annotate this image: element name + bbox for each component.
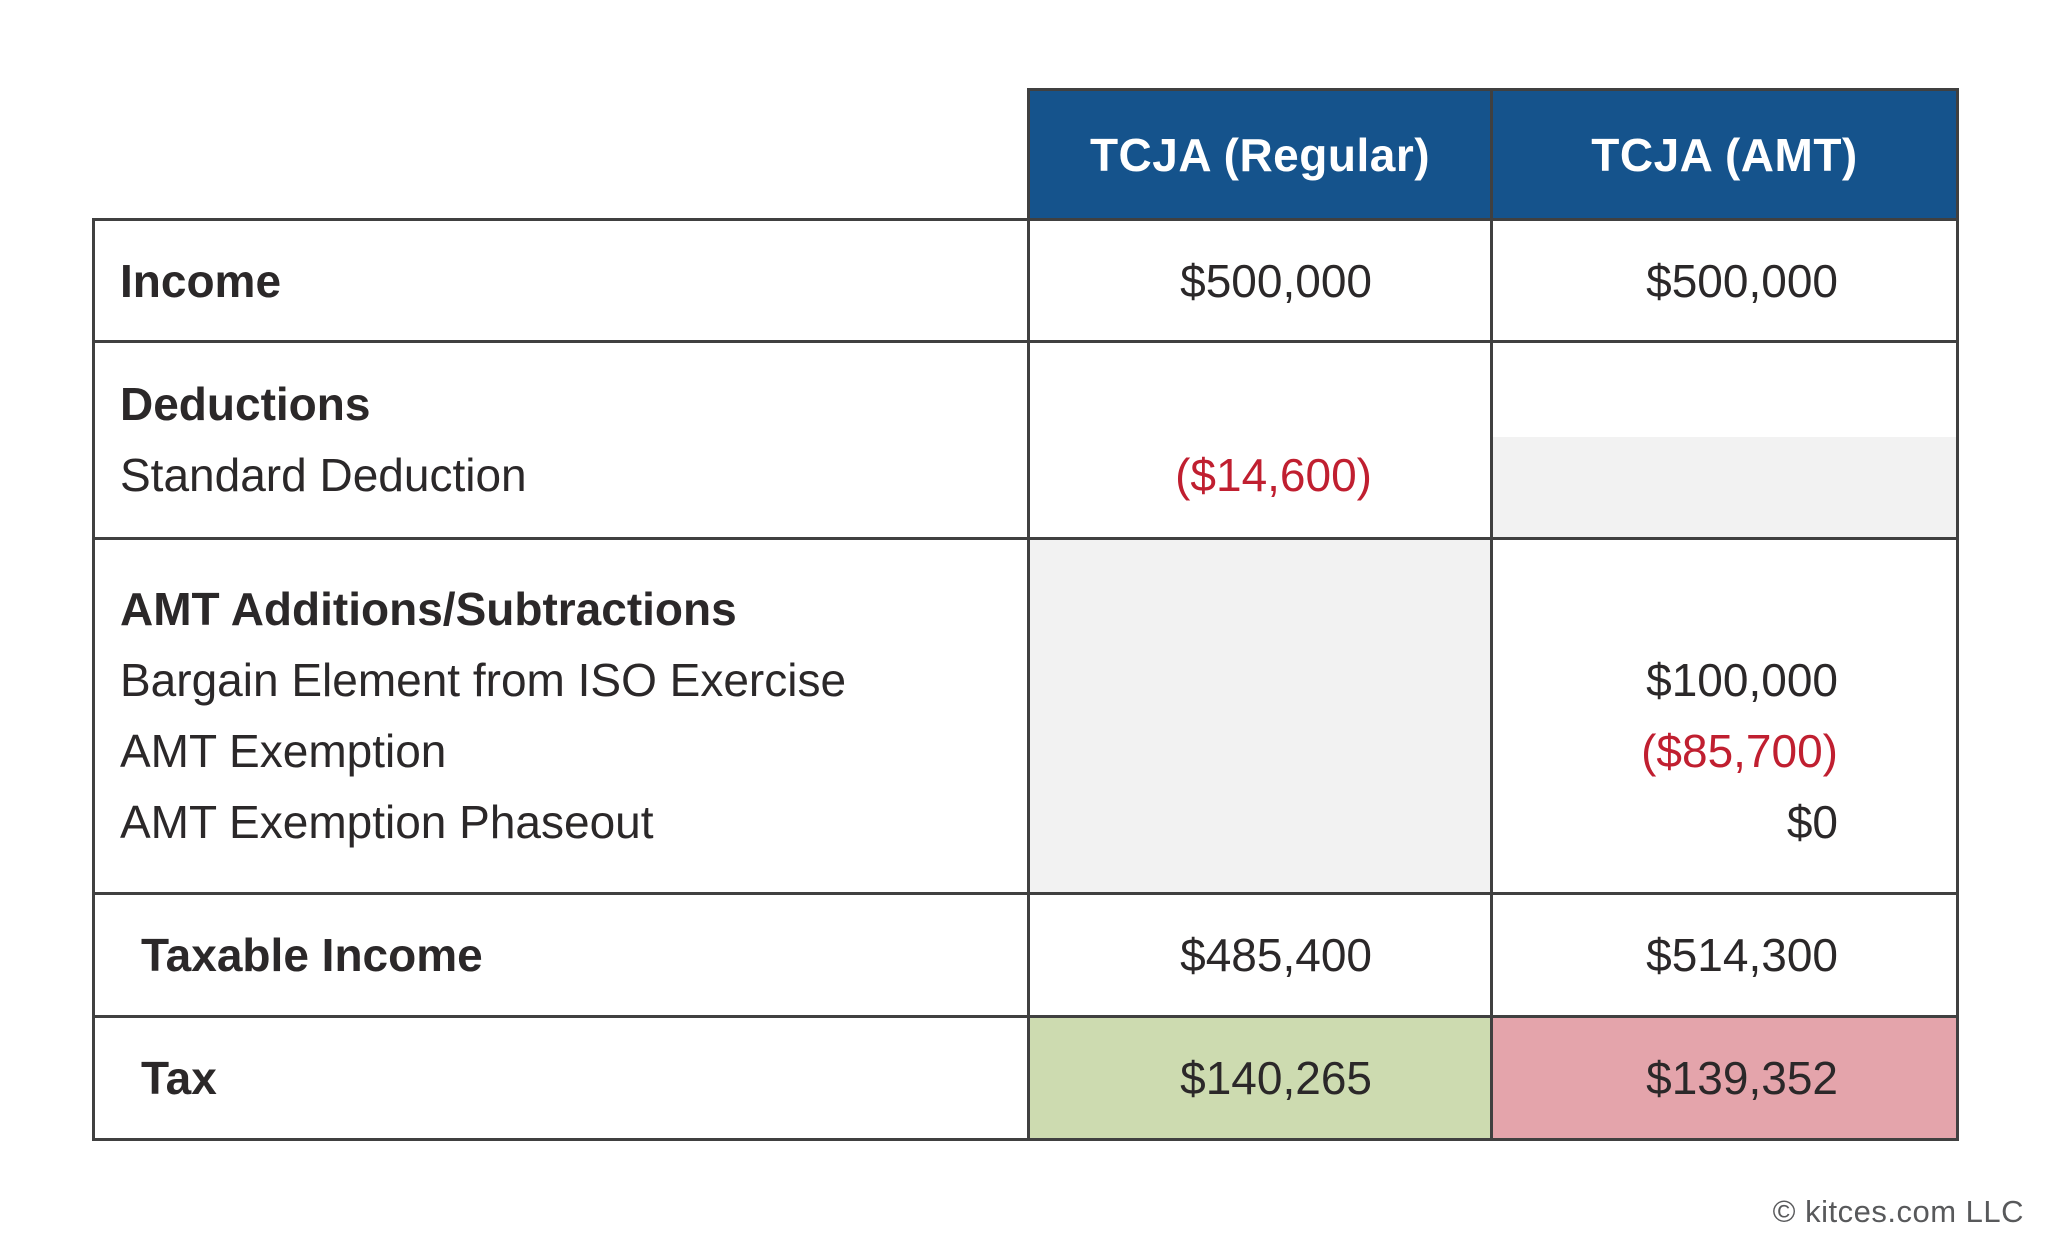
header-spacer	[93, 89, 1029, 220]
taxable-income-row: Taxable Income $485,400 $514,300	[92, 892, 1959, 1018]
amt-adjustments-row: AMT Additions/Subtractions Bargain Eleme…	[92, 537, 1959, 895]
row-label-tax: Tax	[92, 1015, 1030, 1141]
row-label-deductions: Deductions Standard Deduction	[92, 340, 1030, 540]
tax-row: Tax $140,265 $139,352	[92, 1015, 1959, 1141]
amt-adjustments-heading: AMT Additions/Subtractions	[120, 583, 737, 635]
cell-income-regular: $500,000	[1027, 218, 1493, 343]
cell-tax-amt-highlighted: $139,352	[1490, 1015, 1959, 1141]
header-row: TCJA (Regular) TCJA (AMT)	[93, 88, 1959, 221]
empty-line	[1032, 369, 1373, 440]
standard-deduction-regular-value: ($14,600)	[1175, 449, 1372, 501]
standard-deduction-label: Standard Deduction	[120, 449, 527, 501]
cell-taxable-income-regular: $485,400	[1027, 892, 1493, 1018]
cell-amt-adjustments-amt: $100,000 ($85,700) $0	[1490, 537, 1959, 895]
cell-tax-regular-highlighted: $140,265	[1027, 1015, 1493, 1141]
deductions-heading: Deductions	[120, 378, 371, 430]
cell-standard-deduction-amt-na	[1490, 340, 1959, 540]
income-row: Income $500,000 $500,000	[92, 218, 1959, 343]
row-label-amt-adjustments: AMT Additions/Subtractions Bargain Eleme…	[92, 537, 1030, 895]
row-label-income: Income	[92, 218, 1030, 343]
column-header-tcja-amt: TCJA (AMT)	[1490, 88, 1959, 221]
cell-amt-adjustments-regular-na	[1027, 537, 1493, 895]
amt-exemption-amt-value: ($85,700)	[1641, 725, 1838, 777]
cell-taxable-income-amt: $514,300	[1490, 892, 1959, 1018]
not-applicable-shade	[1494, 437, 1955, 536]
bargain-element-amt-value: $100,000	[1646, 654, 1838, 706]
amt-exemption-label: AMT Exemption	[120, 725, 447, 777]
copyright-notice: © kitces.com LLC	[1772, 1194, 2024, 1229]
column-header-tcja-regular: TCJA (Regular)	[1027, 88, 1493, 221]
amt-exemption-phaseout-amt-value: $0	[1786, 796, 1838, 848]
cell-income-amt: $500,000	[1490, 218, 1959, 343]
amt-exemption-phaseout-label: AMT Exemption Phaseout	[120, 796, 654, 848]
row-label-taxable-income: Taxable Income	[92, 892, 1030, 1018]
bargain-element-label: Bargain Element from ISO Exercise	[120, 654, 847, 706]
tax-comparison-table: TCJA (Regular) TCJA (AMT) Income $500,00…	[92, 88, 1959, 1141]
empty-line	[1495, 574, 1839, 645]
deductions-row: Deductions Standard Deduction ($14,600)	[92, 340, 1959, 540]
cell-standard-deduction-regular: ($14,600)	[1027, 340, 1493, 540]
